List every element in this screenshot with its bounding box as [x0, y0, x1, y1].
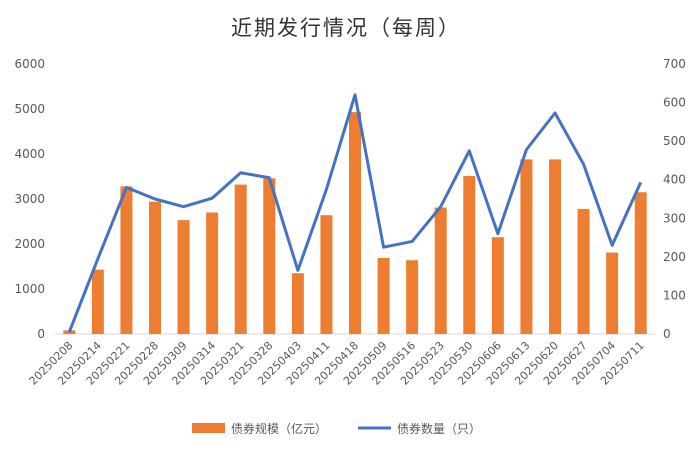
y-right-tick-label: 500 — [663, 134, 686, 148]
bar — [320, 215, 333, 334]
bar-series — [63, 112, 647, 335]
bar — [377, 257, 390, 334]
legend-label-bar: 债券规模（亿元） — [231, 421, 327, 436]
chart-title: 近期发行情况（每周） — [231, 16, 461, 40]
bar — [91, 269, 104, 334]
legend-swatch-bar — [192, 423, 225, 433]
y-right-tick-label: 600 — [663, 96, 686, 110]
line-series — [67, 93, 643, 333]
y-left-tick-label: 3000 — [14, 192, 45, 206]
y-right-tick-label: 0 — [663, 327, 671, 341]
bar — [234, 184, 247, 334]
bar — [520, 159, 533, 334]
bar — [463, 176, 476, 334]
bar — [206, 212, 219, 334]
bar — [120, 186, 133, 334]
bar — [291, 273, 304, 334]
y-right-tick-label: 100 — [663, 288, 686, 302]
y-right-tick-label: 300 — [663, 211, 686, 225]
y-axis-right: 0 100 200 300 400 500 600 700 — [663, 57, 686, 341]
x-axis-ticks: 2025020820250214202502212025022820250309… — [27, 339, 647, 388]
bar — [149, 201, 161, 334]
y-axis-left: 0 1000 2000 3000 4000 5000 6000 — [14, 57, 45, 341]
bar — [606, 252, 619, 334]
y-left-tick-label: 2000 — [14, 237, 45, 251]
bar — [63, 330, 76, 334]
y-right-tick-label: 400 — [663, 173, 686, 187]
bar — [491, 237, 504, 334]
y-right-tick-label: 700 — [663, 57, 686, 71]
legend: 债券规模（亿元） 债券数量（只） — [192, 421, 481, 436]
bar — [577, 208, 590, 334]
bar — [634, 192, 647, 334]
bar — [406, 260, 419, 334]
y-left-tick-label: 1000 — [14, 282, 45, 296]
bar — [177, 220, 190, 334]
bar — [349, 112, 361, 335]
y-left-tick-label: 5000 — [14, 102, 45, 116]
y-left-tick-label: 6000 — [14, 57, 45, 71]
y-left-tick-label: 4000 — [14, 147, 45, 161]
bar — [263, 178, 276, 334]
y-left-tick-label: 0 — [37, 327, 45, 341]
legend-label-line: 债券数量（只） — [397, 421, 481, 436]
bar — [549, 159, 561, 334]
y-right-tick-label: 200 — [663, 250, 686, 264]
bar — [434, 207, 447, 334]
